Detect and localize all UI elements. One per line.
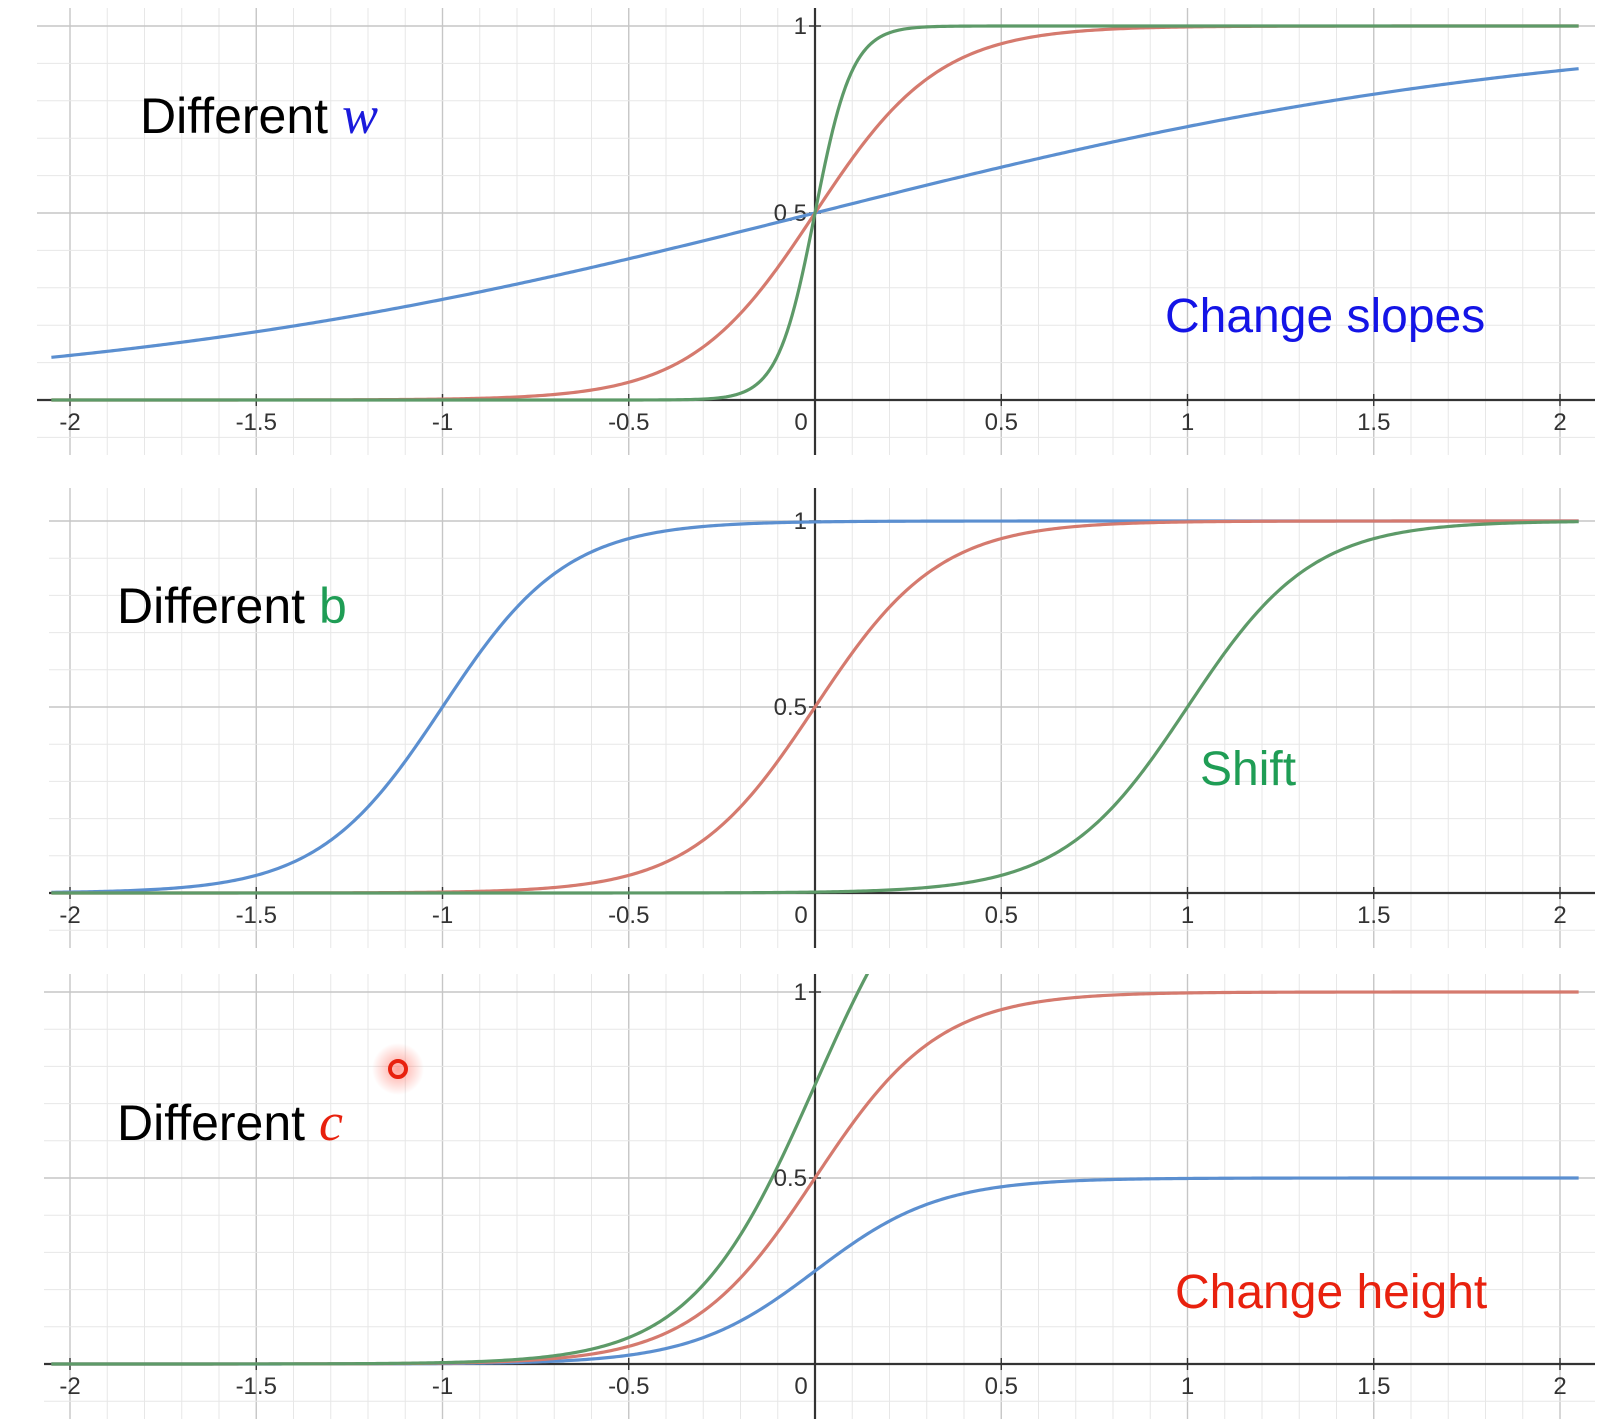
x-tick-label: 1 (1181, 409, 1194, 436)
y-tick-label: 0.5 (774, 694, 807, 721)
y-tick-label: 1 (794, 13, 807, 40)
x-tick-label: 2 (1553, 1373, 1566, 1400)
panel1-note: Change slopes (1165, 290, 1485, 343)
y-tick-label: 0.5 (774, 1165, 807, 1192)
panel-different-b: -2 -1.5 -1 -0.5 0 0.5 1 1.5 20.51 (49, 488, 1595, 948)
x-tick-label: -2 (59, 902, 80, 929)
panel2-note: Shift (1200, 743, 1296, 796)
panel1-annotation: Different w (140, 85, 378, 145)
x-tick-label: -2 (59, 409, 80, 436)
panel3-note: Change height (1175, 1266, 1487, 1319)
x-tick-label: 2 (1553, 409, 1566, 436)
x-tick-label: 1 (1181, 902, 1194, 929)
cursor-pointer-icon (372, 1043, 424, 1095)
x-tick-label: -1.5 (236, 902, 277, 929)
x-tick-label: 1.5 (1357, 1373, 1390, 1400)
x-tick-label: 1.5 (1357, 409, 1390, 436)
x-tick-label: -1 (432, 409, 453, 436)
x-tick-label: -0.5 (608, 902, 649, 929)
x-tick-label: 0.5 (985, 1373, 1018, 1400)
x-tick-label: 2 (1553, 902, 1566, 929)
panel-different-w: -2 -1.5 -1 -0.5 0 0.5 1 1.5 20.51 (37, 8, 1595, 455)
panel2-annotation: Different b (117, 578, 347, 634)
x-tick-label: 1.5 (1357, 902, 1390, 929)
x-tick-label: 0.5 (985, 409, 1018, 436)
x-tick-label: 0 (794, 902, 807, 929)
x-tick-label: -1 (432, 1373, 453, 1400)
x-tick-label: -1.5 (236, 1373, 277, 1400)
series-group (51, 519, 1579, 895)
x-tick-label: 0 (794, 1373, 807, 1400)
x-tick-label: -0.5 (608, 1373, 649, 1400)
panel3-annotation: Different c (117, 1092, 343, 1152)
series-line-green (51, 974, 870, 1366)
x-tick-label: -2 (59, 1373, 80, 1400)
series-line-green (51, 520, 1579, 895)
series-line-green (51, 24, 1579, 402)
grid (49, 488, 1595, 948)
y-tick-label: 1 (794, 979, 807, 1006)
x-tick-label: -1.5 (236, 409, 277, 436)
x-tick-label: -1 (432, 902, 453, 929)
grid (44, 974, 1595, 1419)
x-tick-label: 1 (1181, 1373, 1194, 1400)
series-group (51, 24, 1579, 402)
panel-different-c: -2 -1.5 -1 -0.5 0 0.5 1 1.5 2 0.5 1 (44, 974, 1595, 1419)
x-tick-label: -0.5 (608, 409, 649, 436)
series-group (51, 974, 1579, 1366)
x-tick-label: 0.5 (985, 902, 1018, 929)
x-tick-label: 0 (794, 409, 807, 436)
